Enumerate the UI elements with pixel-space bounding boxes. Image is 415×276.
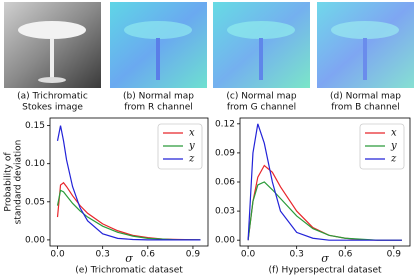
image-caption: Stokes image xyxy=(22,103,83,113)
y-tick-label: 0.00 xyxy=(215,236,235,246)
legend-label: x xyxy=(391,128,397,139)
normal-map-b xyxy=(317,2,414,88)
x-tick-label: 0.9 xyxy=(186,250,201,260)
series-line xyxy=(56,181,201,241)
image-caption: from B channel xyxy=(331,103,399,113)
normal-map-g xyxy=(213,2,310,88)
series-line xyxy=(56,125,201,241)
series-line xyxy=(247,181,402,241)
y-axis-label: Probability of xyxy=(4,152,14,212)
y-tick-label: 0.06 xyxy=(215,178,235,188)
x-tick-label: 0.6 xyxy=(141,250,156,260)
legend-label: x xyxy=(189,128,195,139)
legend-label: z xyxy=(390,154,397,165)
image-caption: from R channel xyxy=(124,103,193,113)
x-tick-label: 0.0 xyxy=(241,250,256,260)
y-tick-label: 0.09 xyxy=(215,148,235,158)
y-tick-label: 0.03 xyxy=(215,207,235,217)
image-caption: (a) Trichromatic xyxy=(17,92,88,102)
x-axis-label: σ xyxy=(125,252,133,265)
y-tick-label: 0.15 xyxy=(25,121,45,131)
legend-label: z xyxy=(188,154,195,165)
legend-label: y xyxy=(188,141,195,152)
series-line xyxy=(56,189,201,241)
plot-frame xyxy=(49,117,209,247)
normal-map-r xyxy=(110,2,207,88)
x-tick-label: 0.0 xyxy=(50,250,65,260)
y-tick-label: 0.12 xyxy=(215,119,235,129)
image-caption: (d) Normal map xyxy=(330,92,401,102)
x-tick-label: 0.6 xyxy=(338,250,353,260)
series-line xyxy=(247,123,402,241)
chart-caption: (f) Hyperspectral dataset xyxy=(268,266,382,276)
x-tick-label: 0.3 xyxy=(290,250,304,260)
y-tick-label: 0.05 xyxy=(25,197,45,207)
image-caption: (c) Normal map xyxy=(226,92,297,102)
x-tick-label: 0.3 xyxy=(96,250,110,260)
chart-caption: (e) Trichromatic dataset xyxy=(75,266,183,276)
image-caption: (b) Normal map xyxy=(123,92,194,102)
x-axis-label: σ xyxy=(321,252,329,265)
photo xyxy=(4,2,101,88)
image-caption: from G channel xyxy=(227,103,296,113)
y-axis-label: standard deviation xyxy=(14,140,24,225)
x-tick-label: 0.9 xyxy=(387,250,402,260)
legend-label: y xyxy=(390,141,397,152)
y-tick-label: 0.10 xyxy=(25,159,45,169)
y-tick-label: 0.00 xyxy=(25,235,45,245)
